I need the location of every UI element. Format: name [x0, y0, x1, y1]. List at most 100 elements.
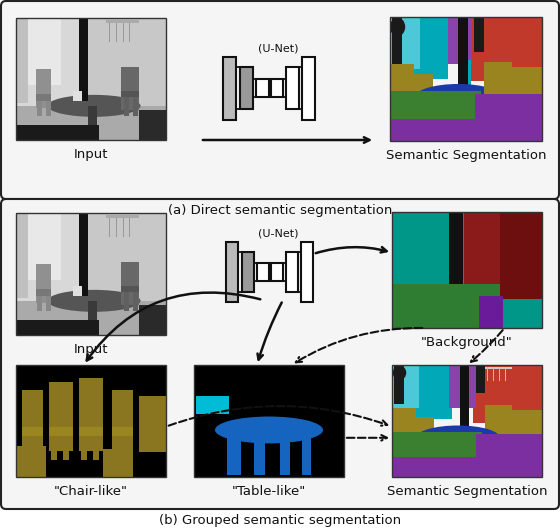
Bar — [16, 18, 79, 113]
Ellipse shape — [416, 426, 500, 450]
Bar — [271, 263, 283, 281]
Bar — [223, 56, 236, 119]
Bar — [50, 436, 57, 460]
Bar — [46, 296, 50, 310]
Bar — [474, 17, 484, 52]
Bar — [121, 67, 139, 109]
Bar — [133, 293, 138, 310]
Bar — [49, 427, 73, 436]
Bar — [46, 101, 50, 116]
Bar — [194, 365, 344, 477]
Bar — [492, 367, 494, 381]
Bar — [392, 365, 419, 408]
Bar — [242, 252, 254, 292]
Bar — [390, 64, 414, 114]
Bar — [449, 365, 476, 408]
Bar — [16, 213, 166, 335]
Bar — [24, 436, 30, 458]
Bar — [16, 213, 28, 298]
Bar — [195, 402, 211, 411]
Text: Semantic Segmentation: Semantic Segmentation — [386, 149, 546, 162]
Bar — [473, 365, 542, 423]
Bar — [139, 397, 166, 452]
Bar — [256, 79, 269, 98]
Bar — [286, 67, 299, 109]
Bar — [505, 367, 506, 381]
Bar — [106, 21, 139, 23]
Bar — [432, 106, 478, 141]
Bar — [35, 264, 50, 303]
Bar — [81, 436, 86, 460]
Bar — [390, 119, 542, 141]
Bar — [79, 379, 103, 451]
Bar — [390, 17, 542, 141]
Text: (b) Grouped semantic segmentation: (b) Grouped semantic segmentation — [159, 514, 401, 527]
Bar — [484, 62, 512, 114]
Bar — [226, 242, 238, 302]
Bar — [500, 212, 542, 299]
Bar — [139, 109, 166, 140]
Bar — [227, 430, 240, 475]
Bar — [476, 435, 542, 477]
Bar — [460, 365, 469, 430]
Bar — [195, 397, 228, 414]
Bar — [394, 365, 404, 404]
Bar — [35, 289, 50, 296]
Text: "Background": "Background" — [421, 336, 513, 349]
Bar — [464, 212, 542, 291]
Bar — [16, 125, 99, 140]
Bar — [112, 390, 133, 451]
Bar — [479, 296, 503, 328]
Bar — [16, 18, 28, 103]
Bar — [114, 436, 119, 458]
Ellipse shape — [48, 95, 141, 117]
Bar — [392, 212, 542, 328]
Bar — [109, 215, 110, 238]
Bar — [254, 435, 264, 475]
Bar — [73, 286, 82, 296]
Bar — [79, 213, 88, 296]
Bar — [390, 91, 481, 141]
Bar — [121, 262, 139, 305]
Bar — [475, 94, 542, 141]
Bar — [257, 263, 269, 281]
Bar — [194, 365, 344, 477]
Ellipse shape — [390, 17, 405, 36]
Bar — [392, 457, 542, 477]
Bar — [476, 365, 485, 393]
Bar — [124, 97, 128, 116]
Ellipse shape — [48, 290, 141, 312]
Text: Semantic Segmentation: Semantic Segmentation — [387, 485, 547, 498]
Bar — [392, 284, 500, 328]
Bar — [498, 367, 500, 381]
Bar — [16, 213, 61, 280]
Bar — [16, 365, 166, 477]
Text: Input: Input — [74, 148, 108, 161]
Bar — [416, 417, 434, 448]
Bar — [16, 213, 79, 308]
Bar — [16, 446, 46, 477]
Bar — [286, 252, 298, 292]
Text: "Table-like": "Table-like" — [232, 485, 306, 498]
Bar — [129, 215, 130, 238]
Bar — [73, 91, 82, 101]
Bar — [414, 74, 432, 109]
Bar — [133, 97, 138, 116]
Bar — [92, 436, 99, 460]
Ellipse shape — [414, 84, 502, 111]
Bar — [88, 301, 97, 325]
Bar — [485, 367, 512, 370]
Bar — [512, 410, 542, 452]
Ellipse shape — [447, 290, 465, 297]
Bar — [88, 106, 97, 130]
Bar — [103, 449, 133, 477]
Bar — [487, 367, 488, 381]
Bar — [434, 446, 482, 477]
Bar — [391, 17, 402, 64]
Text: Input: Input — [74, 343, 108, 356]
Bar — [124, 436, 130, 458]
Bar — [302, 430, 311, 475]
Bar — [392, 212, 542, 328]
Bar — [139, 305, 166, 335]
Bar — [459, 17, 468, 89]
